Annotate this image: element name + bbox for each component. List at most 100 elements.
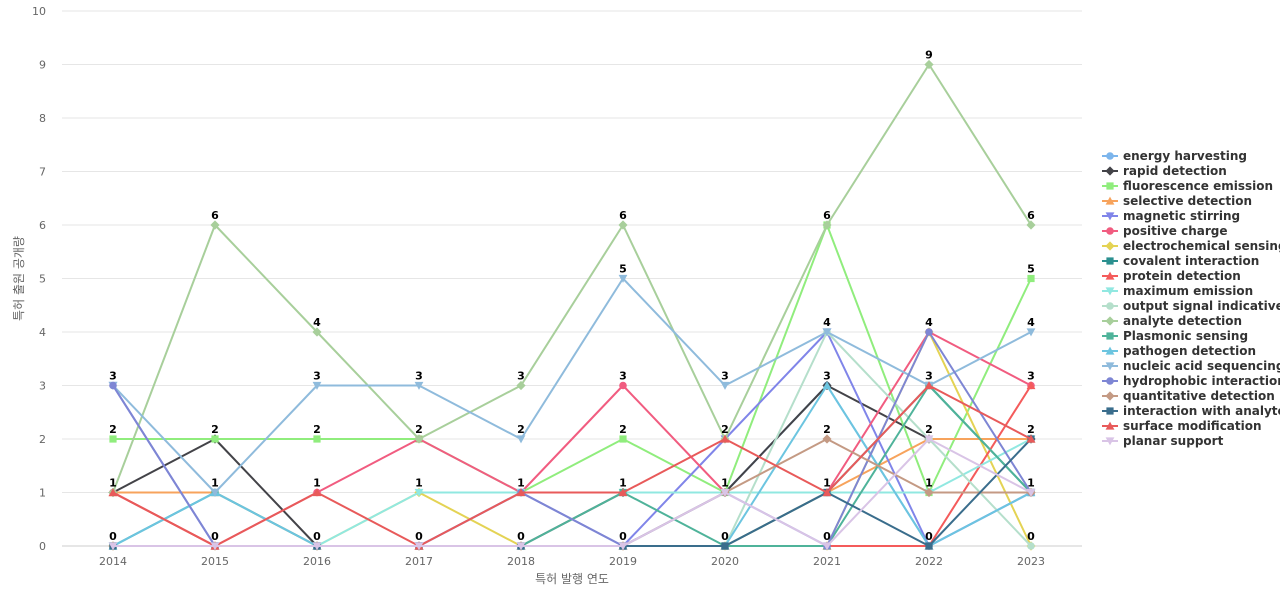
legend-swatch-marker bbox=[1106, 407, 1114, 415]
legend-swatch-marker bbox=[1105, 391, 1115, 401]
data-label: 0 bbox=[721, 530, 729, 543]
data-point bbox=[414, 542, 424, 551]
legend-label: hydrophobic interaction bbox=[1123, 374, 1280, 388]
data-point bbox=[1026, 488, 1036, 497]
data-point bbox=[822, 542, 832, 551]
data-label: 6 bbox=[1027, 209, 1035, 222]
data-label: 1 bbox=[1027, 477, 1035, 490]
data-label: 0 bbox=[1027, 530, 1035, 543]
data-point bbox=[109, 435, 117, 443]
legend-label: interaction with analyte bbox=[1123, 404, 1280, 418]
legend-label: fluorescence emission bbox=[1123, 179, 1273, 193]
legend-swatch-marker bbox=[1106, 227, 1114, 235]
x-tick-label: 2021 bbox=[813, 555, 841, 568]
data-point bbox=[108, 542, 118, 551]
legend-item-pathogen-detection: pathogen detection bbox=[1102, 344, 1256, 358]
series-lines bbox=[108, 59, 1036, 551]
x-tick-label: 2020 bbox=[711, 555, 739, 568]
legend-swatch-marker bbox=[1105, 241, 1115, 251]
y-tick-label: 7 bbox=[39, 166, 46, 179]
data-label: 5 bbox=[1027, 263, 1035, 276]
data-point bbox=[924, 59, 934, 70]
data-point bbox=[312, 381, 322, 390]
data-point bbox=[721, 542, 729, 550]
data-point bbox=[414, 381, 424, 390]
data-label: 9 bbox=[925, 49, 933, 62]
x-tick-label: 2017 bbox=[405, 555, 433, 568]
legend-label: electrochemical sensing bbox=[1123, 239, 1280, 253]
legend-swatch-marker bbox=[1106, 257, 1114, 265]
legend-label: analyte detection bbox=[1123, 314, 1242, 328]
y-tick-label: 2 bbox=[39, 433, 46, 446]
x-tick-label: 2014 bbox=[99, 555, 127, 568]
data-point bbox=[414, 488, 424, 497]
data-point bbox=[1027, 274, 1035, 283]
data-point bbox=[312, 327, 322, 337]
legend-label: surface modification bbox=[1123, 419, 1262, 433]
legend-swatch-marker bbox=[1106, 332, 1114, 340]
series-surface-modification bbox=[108, 381, 1036, 550]
data-point bbox=[516, 435, 526, 444]
data-point bbox=[312, 488, 322, 497]
data-label: 2 bbox=[823, 423, 831, 436]
series-planar-support bbox=[108, 435, 1036, 551]
data-point bbox=[619, 435, 627, 443]
data-point bbox=[313, 435, 321, 443]
legend-item-plasmonic-sensing: Plasmonic sensing bbox=[1102, 329, 1248, 343]
legend-item-covalent-interaction: covalent interaction bbox=[1102, 254, 1259, 268]
data-label: 1 bbox=[211, 477, 219, 490]
data-label: 3 bbox=[1027, 370, 1035, 383]
legend-item-positive-charge: positive charge bbox=[1102, 224, 1227, 238]
data-label: 3 bbox=[823, 370, 831, 383]
legend-label: selective detection bbox=[1123, 194, 1252, 208]
data-label: 1 bbox=[109, 477, 117, 490]
data-label: 1 bbox=[415, 477, 423, 490]
data-label: 1 bbox=[925, 477, 933, 490]
series-analyte-detection bbox=[108, 59, 1036, 498]
legend-item-magnetic-stirring: magnetic stirring bbox=[1102, 209, 1240, 223]
data-point bbox=[1026, 381, 1036, 390]
legend-swatch-marker bbox=[1105, 212, 1115, 221]
data-point bbox=[618, 220, 628, 230]
data-point bbox=[720, 488, 730, 497]
data-point bbox=[924, 435, 934, 444]
y-tick-label: 8 bbox=[39, 112, 46, 125]
legend-item-planar-support: planar support bbox=[1102, 434, 1224, 448]
data-point bbox=[1026, 220, 1036, 230]
legend-label: quantitative detection bbox=[1123, 389, 1275, 403]
data-point bbox=[822, 434, 832, 444]
y-axis-ticks: 0 1 2 3 4 5 6 7 8 9 10 bbox=[32, 5, 46, 553]
data-point bbox=[720, 434, 730, 443]
y-tick-label: 6 bbox=[39, 219, 46, 232]
data-label: 0 bbox=[313, 530, 321, 543]
data-label: 4 bbox=[925, 316, 933, 329]
legend-swatch-marker bbox=[1105, 421, 1115, 430]
y-tick-label: 10 bbox=[32, 5, 46, 18]
x-axis-ticks: 2014 2015 2016 2017 2018 2019 2020 2021 2022 2023 bbox=[99, 555, 1045, 568]
data-point bbox=[516, 542, 526, 551]
data-point bbox=[211, 435, 219, 443]
legend-swatch-marker bbox=[1106, 302, 1114, 310]
data-point bbox=[619, 381, 627, 390]
legend-item-electrochemical-sensing: electrochemical sensing bbox=[1102, 239, 1280, 253]
data-point bbox=[210, 220, 220, 230]
legend-item-analyte-detection: analyte detection bbox=[1102, 314, 1242, 328]
x-tick-label: 2018 bbox=[507, 555, 535, 568]
x-tick-label: 2016 bbox=[303, 555, 331, 568]
data-point bbox=[312, 542, 322, 551]
legend-swatch-marker bbox=[1105, 346, 1115, 355]
data-label: 2 bbox=[313, 423, 321, 436]
legend-swatch-marker bbox=[1106, 152, 1114, 160]
y-tick-label: 1 bbox=[39, 487, 46, 500]
y-tick-label: 9 bbox=[39, 59, 46, 72]
data-point bbox=[618, 488, 628, 497]
legend-item-surface-modification: surface modification bbox=[1102, 419, 1262, 433]
legend-swatch-marker bbox=[1105, 271, 1115, 280]
data-point bbox=[822, 328, 832, 337]
legend-label: magnetic stirring bbox=[1123, 209, 1240, 223]
gridlines bbox=[62, 10, 1082, 493]
y-axis-title: 특허 출원 공개량 bbox=[12, 236, 26, 321]
x-tick-label: 2023 bbox=[1017, 555, 1045, 568]
